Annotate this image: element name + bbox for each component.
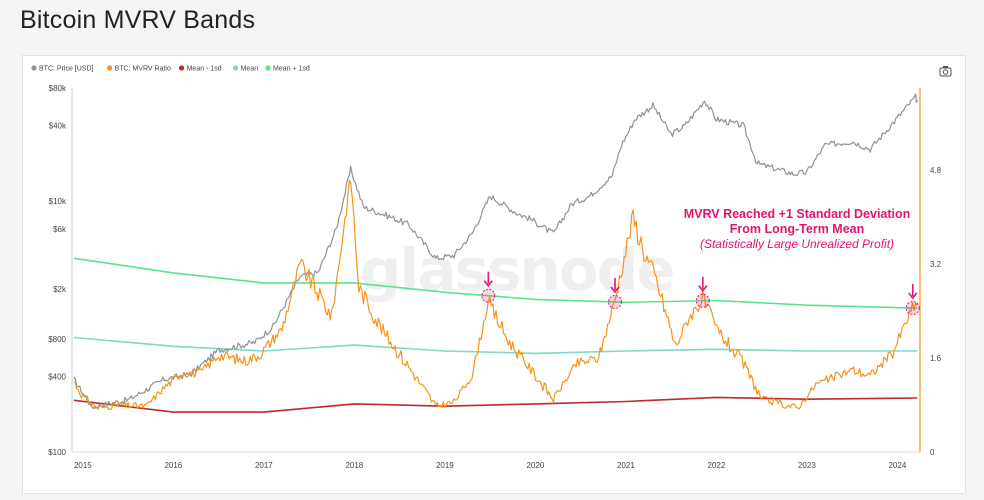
x-tick-6: 2021 bbox=[617, 461, 635, 470]
x-tick-0: 2015 bbox=[74, 461, 92, 470]
highlight-arrow-head-0 bbox=[483, 280, 493, 287]
legend-swatch-0[interactable] bbox=[31, 65, 37, 71]
left-tick-6: $400 bbox=[48, 373, 66, 382]
highlight-circle-0 bbox=[481, 288, 496, 303]
x-tick-3: 2018 bbox=[345, 461, 363, 470]
x-tick-1: 2016 bbox=[164, 461, 182, 470]
series-btc-mvrv-ratio bbox=[73, 179, 918, 410]
left-tick-7: $100 bbox=[48, 448, 66, 457]
left-tick-2: $10k bbox=[49, 197, 67, 206]
x-tick-9: 2024 bbox=[888, 461, 906, 470]
legend: BTC: Price [USD] BTC: MVRV Ratio Mean - 1s… bbox=[31, 65, 310, 73]
annotation-line-3: (Statistically Large Unrealized Profit) bbox=[700, 237, 894, 251]
x-tick-5: 2020 bbox=[526, 461, 544, 470]
x-tick-2: 2017 bbox=[255, 461, 273, 470]
legend-swatch-1[interactable] bbox=[107, 65, 113, 71]
right-axis-ticks: 4.8 3.2 1.6 0 bbox=[930, 166, 942, 457]
legend-label-3[interactable]: Mean bbox=[241, 66, 259, 73]
chart-panel bbox=[22, 55, 966, 494]
right-tick-1: 3.2 bbox=[930, 260, 942, 269]
legend-label-2[interactable]: Mean - 1sd bbox=[187, 66, 222, 73]
legend-swatch-4[interactable] bbox=[265, 65, 271, 71]
series-mean-1sd bbox=[73, 396, 918, 413]
camera-icon[interactable] bbox=[939, 66, 952, 77]
legend-label-0[interactable]: BTC: Price [USD] bbox=[39, 66, 94, 73]
highlight-circle-3 bbox=[905, 301, 920, 316]
highlight-circle-1 bbox=[608, 294, 623, 309]
series-mean-1sd bbox=[73, 257, 918, 309]
series-mean bbox=[73, 336, 918, 355]
highlight-arrow-head-2 bbox=[698, 285, 708, 293]
annotation-line-2: From Long-Term Mean bbox=[730, 222, 865, 236]
highlight-arrow-head-1 bbox=[610, 286, 620, 294]
left-tick-4: $2k bbox=[53, 285, 67, 294]
series-group bbox=[73, 93, 918, 413]
left-tick-5: $800 bbox=[48, 335, 66, 344]
legend-label-1[interactable]: BTC: MVRV Ratio bbox=[115, 66, 171, 73]
highlight-arrow-head-3 bbox=[908, 292, 918, 300]
annotation-line-1: MVRV Reached +1 Standard Deviation bbox=[684, 207, 911, 221]
highlight-markers bbox=[481, 271, 920, 316]
x-tick-4: 2019 bbox=[436, 461, 454, 470]
x-tick-8: 2023 bbox=[798, 461, 816, 470]
left-tick-3: $6k bbox=[53, 225, 67, 234]
left-axis-ticks: $80k $40k $10k $6k $2k $800 $400 $100 bbox=[48, 84, 67, 457]
left-tick-0: $80k bbox=[49, 84, 67, 93]
right-tick-2: 1.6 bbox=[930, 354, 942, 363]
legend-swatch-3[interactable] bbox=[233, 65, 239, 71]
left-tick-1: $40k bbox=[49, 122, 67, 131]
x-tick-7: 2022 bbox=[707, 461, 725, 470]
right-tick-3: 0 bbox=[930, 448, 935, 457]
legend-swatch-2[interactable] bbox=[179, 65, 185, 71]
x-axis-ticks: 2015 2016 2017 2018 2019 2020 2021 2022 2023 2024 bbox=[74, 461, 907, 470]
legend-label-4[interactable]: Mean + 1sd bbox=[273, 66, 310, 73]
page-title: Bitcoin MVRV Bands bbox=[20, 6, 256, 34]
highlight-circle-2 bbox=[695, 293, 710, 308]
right-tick-0: 4.8 bbox=[930, 166, 942, 175]
series-btc-price-usd- bbox=[73, 93, 918, 409]
